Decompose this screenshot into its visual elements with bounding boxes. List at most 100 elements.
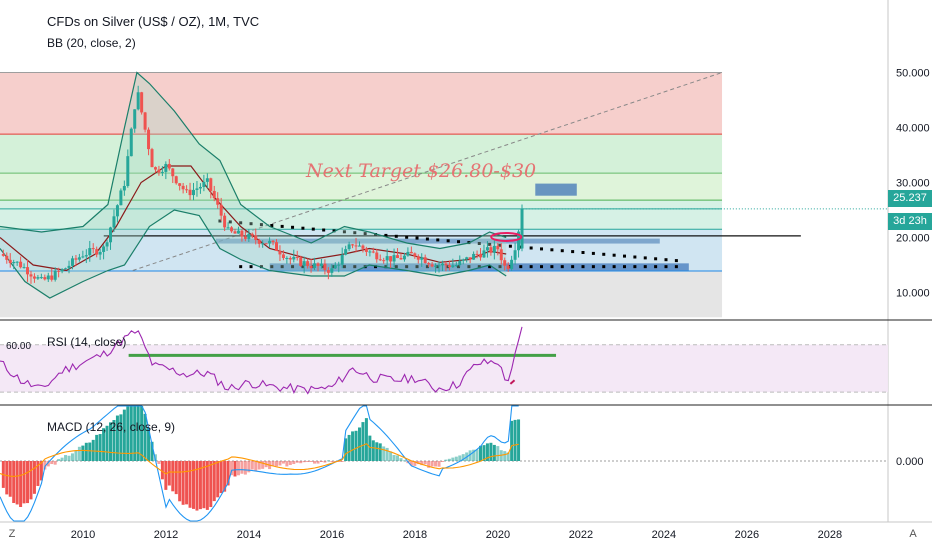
macd-histogram-bar <box>102 428 106 461</box>
macd-histogram-bar <box>458 455 462 461</box>
dotted-support-dot <box>498 265 502 269</box>
macd-histogram-bar <box>8 461 12 497</box>
macd-histogram-bar <box>506 452 510 461</box>
macd-histogram-bar <box>281 461 285 464</box>
candle-body <box>313 263 317 268</box>
macd-histogram-bar <box>223 461 227 492</box>
candle-body <box>88 248 92 256</box>
candle-body <box>26 267 30 275</box>
dotted-support-dot <box>249 265 253 269</box>
candle-body <box>136 92 140 110</box>
macd-histogram-bar <box>496 446 500 461</box>
trend-dashed-line <box>132 72 723 271</box>
macd-histogram-bar <box>434 461 438 467</box>
candle-body <box>140 92 144 113</box>
candle-body <box>513 250 517 260</box>
macd-histogram-bar <box>70 453 74 461</box>
macd-histogram-bar <box>185 461 189 505</box>
candle-body <box>67 265 71 269</box>
macd-histogram-bar <box>461 454 465 461</box>
macd-histogram-bar <box>364 418 368 461</box>
dotted-trendline-dot <box>394 234 398 238</box>
candle-body <box>115 205 119 217</box>
candle-body <box>396 255 400 259</box>
candle-body <box>112 216 116 228</box>
macd-histogram-bar <box>212 461 216 502</box>
macd-histogram-bar <box>475 449 479 461</box>
macd-histogram-bar <box>482 445 486 461</box>
candle-body <box>109 227 113 243</box>
macd-histogram-bar <box>385 447 389 461</box>
macd-histogram-bar <box>513 419 517 461</box>
rsi-band <box>0 344 888 393</box>
candle-body <box>77 257 81 260</box>
price-axis-tick: 10.000 <box>896 288 930 300</box>
candle-body <box>292 256 296 260</box>
dotted-trendline-dot <box>612 253 616 257</box>
candle-body <box>434 265 438 267</box>
auto-scale-button[interactable]: A <box>909 528 917 540</box>
macd-histogram-bar <box>402 460 406 462</box>
macd-signal-line <box>0 443 519 477</box>
candle-body <box>5 255 9 260</box>
macd-histogram-bar <box>91 439 95 461</box>
candle-body <box>174 176 178 184</box>
candle-body <box>371 251 375 253</box>
time-axis-tick: 2010 <box>71 529 95 541</box>
macd-histogram-bar <box>60 457 64 461</box>
candle-body <box>202 181 206 187</box>
candle-body <box>64 268 68 270</box>
candle-body <box>98 251 102 255</box>
candle-body <box>351 244 355 246</box>
dotted-support-dot <box>291 265 295 269</box>
candle-body <box>250 233 254 236</box>
candle-body <box>102 246 106 252</box>
candle-body <box>233 231 237 234</box>
macd-histogram-bar <box>29 461 33 500</box>
dotted-support-dot <box>280 265 284 269</box>
candle-body <box>209 178 213 191</box>
candle-body <box>219 204 223 216</box>
price-axis-tick: 30.000 <box>896 178 930 190</box>
candle-body <box>337 264 341 266</box>
candle-body <box>50 275 54 280</box>
macd-histogram-bar <box>437 461 441 467</box>
candle-body <box>185 189 189 191</box>
dotted-trendline-dot <box>560 249 564 253</box>
candle-body <box>468 257 472 260</box>
candle-body <box>458 260 462 266</box>
target-annotation: Next Target $26.80-$30 <box>306 160 537 182</box>
candle-body <box>285 258 289 260</box>
macd-histogram-bar <box>74 450 78 461</box>
macd-histogram-bar <box>126 406 130 461</box>
candle-body <box>344 249 348 255</box>
candle-body <box>437 265 441 267</box>
dotted-support-dot <box>467 265 471 269</box>
macd-histogram-bar <box>198 461 202 510</box>
candle-body <box>465 257 469 260</box>
candle-body <box>330 268 334 273</box>
breakout-highlight <box>490 231 523 242</box>
macd-histogram-bar <box>313 461 317 464</box>
candle-body <box>278 250 282 255</box>
macd-histogram-bar <box>479 445 483 461</box>
candle-body <box>119 190 123 206</box>
dotted-support-dot <box>457 265 461 269</box>
macd-histogram-bar <box>351 431 355 461</box>
macd-histogram-bar <box>295 461 299 463</box>
rsi-divergence-mark <box>509 379 516 385</box>
macd-histogram-bar <box>167 461 171 486</box>
candle-body <box>81 256 85 258</box>
price-axis-tick: 50.000 <box>896 68 930 80</box>
candle-body <box>517 231 521 251</box>
time-axis-tick: 2022 <box>569 529 593 541</box>
macd-histogram-bar <box>64 455 68 461</box>
candle-body <box>226 227 230 229</box>
candle-body <box>368 251 372 253</box>
zoom-toggle-button[interactable]: Z <box>8 528 16 540</box>
dotted-trendline-dot <box>280 224 284 228</box>
candle-body <box>32 276 36 279</box>
candle-body <box>510 259 514 269</box>
candle-body <box>406 251 410 256</box>
